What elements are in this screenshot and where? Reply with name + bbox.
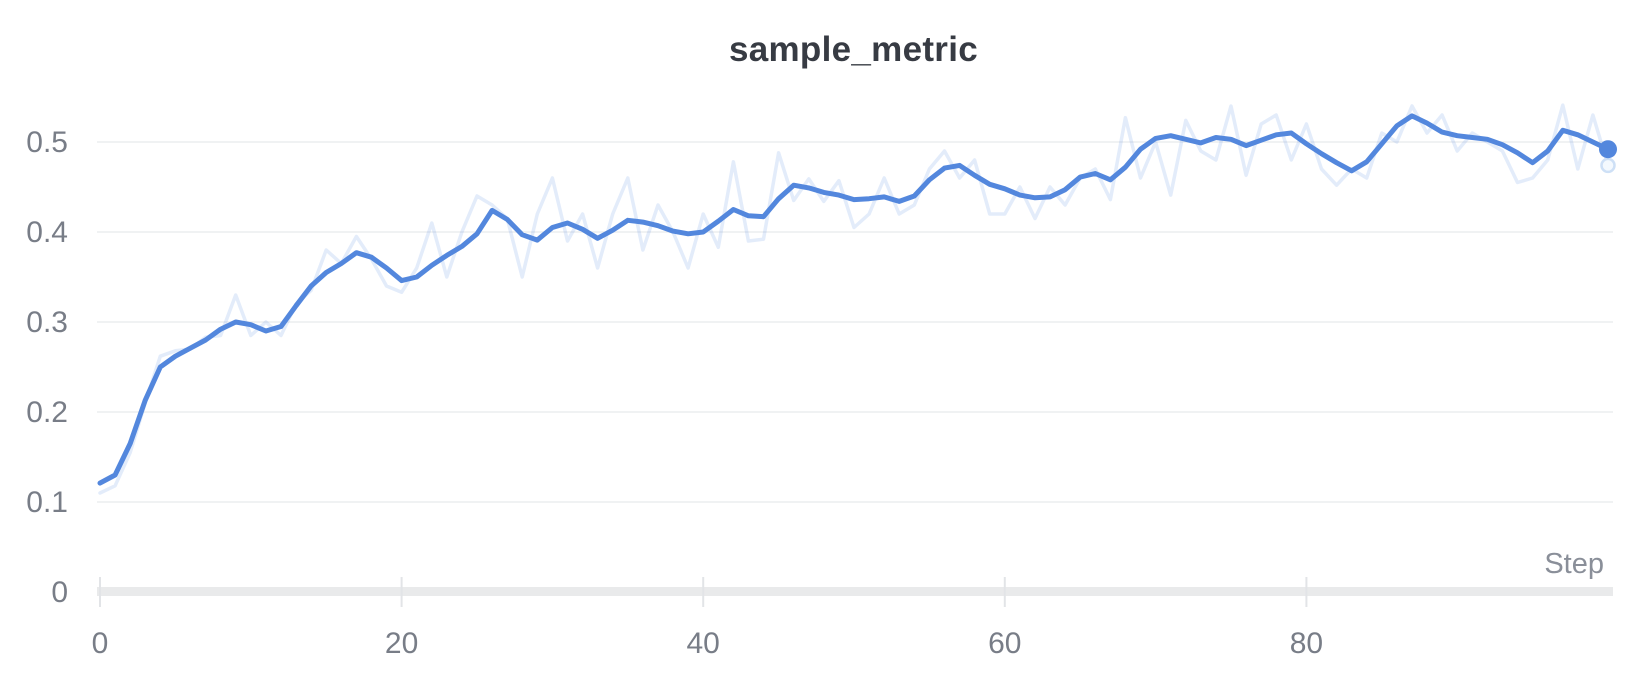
smoothed-series-line	[97, 113, 1611, 486]
y-axis-tick-label: 0.2	[26, 396, 68, 429]
x-axis-tick-label: 40	[687, 627, 720, 660]
y-axis-tick-label: 0.5	[26, 126, 68, 159]
x-axis-tick-label: 60	[988, 627, 1021, 660]
endpoint-raw-ring	[1600, 157, 1616, 174]
x-axis-tick-label: 80	[1290, 627, 1323, 660]
chart-title: sample_metric	[728, 30, 979, 69]
x-axis-tick-label: 0	[92, 627, 109, 660]
x-axis-label: Step	[1544, 548, 1604, 580]
x-axis-line	[97, 587, 1613, 596]
y-axis-tick-label: 0.3	[26, 306, 68, 339]
y-axis-tick-label: 0.1	[26, 486, 68, 519]
x-axis-tick-label: 20	[385, 627, 418, 660]
y-axis-tick-label: 0.4	[26, 216, 68, 249]
y-axis-tick-label: 0	[51, 576, 68, 609]
raw-series-line	[98, 103, 1610, 495]
endpoint-dot	[1599, 140, 1617, 159]
